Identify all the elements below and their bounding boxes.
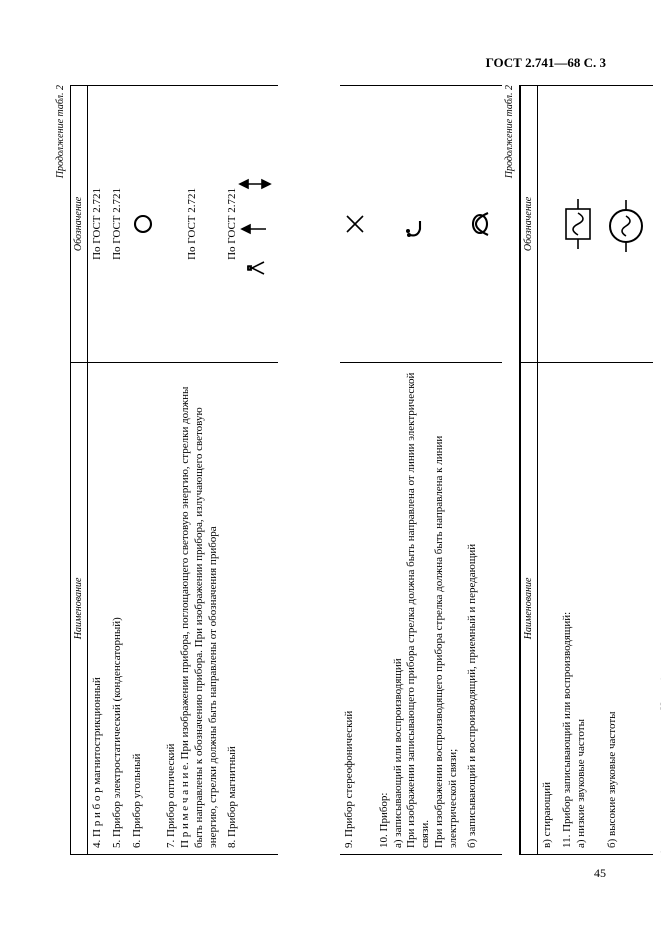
table-left: Наименование Обозначение 4. П р и б о р … — [70, 85, 278, 855]
table-row: 11. Прибор записывающий или воспроизводя… — [558, 86, 603, 855]
name-cell: 6. Прибор угольный — [128, 362, 163, 854]
symbol-cell — [558, 86, 603, 363]
table-row: 7. Прибор оптический П р и м е ч а н и е… — [162, 86, 223, 855]
name-cell: 10. Прибор: а) записывающий или воспроиз… — [375, 362, 464, 854]
page-number: 45 — [594, 866, 606, 881]
th-sym: Обозначение — [520, 86, 538, 363]
name-cell: 9. Прибор стереофонический — [340, 362, 375, 854]
name-cell: б) высокие звуковые частоты — [603, 362, 654, 854]
page-header: ГОСТ 2.741—68 С. 3 — [486, 55, 606, 71]
name-cell: 5. Прибор электростатический (конденсато… — [108, 362, 128, 854]
table-row: б) высокие звуковые частоты — [603, 86, 654, 855]
symbol-cell: По ГОСТ 2.721 — [162, 86, 223, 363]
table-right-a: 9. Прибор стереофонический10. Прибор: а)… — [340, 85, 502, 855]
table-row: 8. Прибор магнитныйПо ГОСТ 2.721 — [223, 86, 278, 855]
symbol-cell: По ГОСТ 2.721 — [108, 86, 128, 363]
table-row: 6. Прибор угольный — [128, 86, 163, 855]
arrows-icon — [240, 164, 270, 284]
circle-wave-icon — [606, 196, 646, 252]
table-row: б) записывающий и воспроизводящий, прием… — [463, 86, 502, 855]
name-cell: 7. Прибор оптический П р и м е ч а н и е… — [162, 362, 223, 854]
left-column: Продолжение табл. 2 Наименование Обознач… — [55, 85, 278, 855]
symbol-cell: По ГОСТ 2.721 — [88, 86, 108, 363]
left-caption: Продолжение табл. 2 — [55, 85, 68, 855]
box-wave-icon — [561, 199, 595, 249]
symbol-cell — [128, 86, 163, 363]
table-row: 4. П р и б о р магнитострикционныйПо ГОС… — [88, 86, 108, 855]
symbol-cell — [538, 86, 558, 363]
symbol-cell — [603, 86, 654, 363]
name-cell: 11. Прибор записывающий или воспроизводя… — [558, 362, 603, 854]
name-cell: 4. П р и б о р магнитострикционный — [88, 362, 108, 854]
symbol-cell: По ГОСТ 2.721 — [223, 86, 278, 363]
name-cell: б) записывающий и воспроизводящий, прием… — [463, 362, 502, 854]
table-right-b: Наименование Обозначение в) стирающий11.… — [520, 85, 654, 855]
right-caption: Продолжение табл. 2 — [504, 85, 517, 855]
right-column: 9. Прибор стереофонический10. Прибор: а)… — [340, 85, 661, 855]
th-name: Наименование — [70, 362, 88, 854]
circle-icon — [131, 212, 155, 236]
table-row: 9. Прибор стереофонический — [340, 86, 375, 855]
symbol-cell — [340, 86, 375, 363]
cross-icon — [343, 212, 367, 236]
table-row: в) стирающий — [538, 86, 558, 855]
phi-icon — [466, 207, 494, 241]
name-cell: в) стирающий — [538, 362, 558, 854]
name-cell: 8. Прибор магнитный — [223, 362, 278, 854]
th-sym: Обозначение — [70, 86, 88, 363]
table-row: 10. Прибор: а) записывающий или воспроиз… — [375, 86, 464, 855]
symbol-cell — [463, 86, 502, 363]
hook-icon — [404, 209, 430, 239]
th-name: Наименование — [520, 362, 538, 854]
symbol-cell — [375, 86, 464, 363]
table-row: 5. Прибор электростатический (конденсато… — [108, 86, 128, 855]
